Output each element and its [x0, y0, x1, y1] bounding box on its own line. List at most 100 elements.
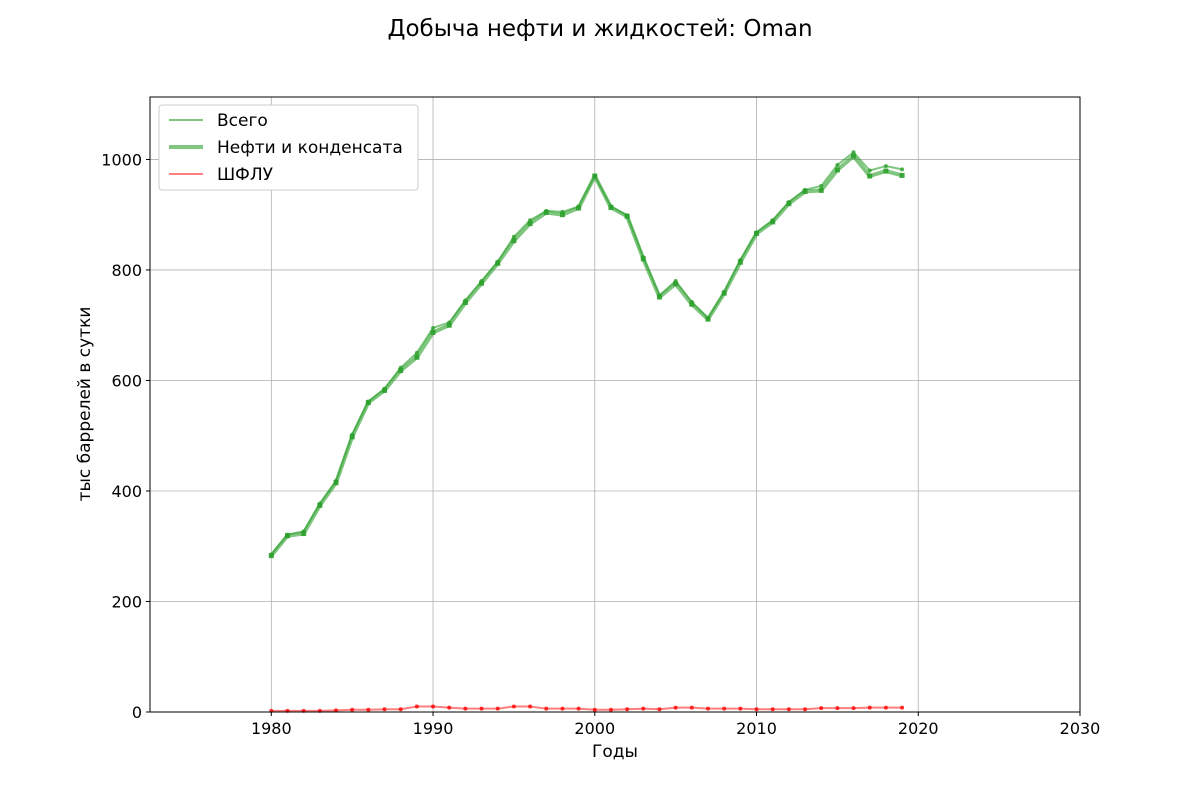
data-point: [543, 209, 549, 215]
data-point: [576, 205, 582, 211]
data-point: [528, 704, 533, 709]
data-point: [851, 150, 856, 155]
series-oil-condensate: [268, 153, 905, 559]
data-point: [495, 260, 501, 266]
series-total: [269, 150, 905, 557]
legend-box: [158, 104, 419, 191]
data-point: [673, 281, 679, 287]
data-point: [657, 707, 662, 712]
y-tick-label: 200: [111, 592, 142, 611]
data-point: [350, 707, 355, 712]
data-point: [818, 187, 824, 193]
data-point: [284, 533, 290, 539]
data-point: [786, 201, 792, 207]
data-point: [883, 164, 888, 169]
data-point: [365, 400, 371, 406]
data-point: [592, 707, 597, 712]
y-tick-label: 600: [111, 371, 142, 390]
data-point: [479, 280, 485, 286]
data-point: [834, 167, 840, 173]
x-tick-label: 1990: [413, 719, 454, 738]
data-point: [333, 480, 339, 486]
legend-label-total: Всего: [217, 111, 268, 131]
data-point: [462, 300, 468, 306]
data-point: [803, 707, 808, 712]
data-point: [625, 707, 630, 712]
data-point: [851, 706, 856, 711]
axis-ticks: 1980 1990 2000 2010 2020 2030 0 200 400 600 800 100…: [101, 150, 1100, 738]
x-tick-label: 1980: [251, 719, 292, 738]
data-point: [721, 290, 727, 296]
data-point: [786, 707, 791, 712]
data-point: [673, 705, 678, 710]
data-point: [770, 707, 775, 712]
y-axis-title: тыс баррелей в сутки: [75, 307, 95, 502]
data-point: [414, 354, 420, 360]
data-point: [431, 704, 436, 709]
data-point: [446, 322, 452, 328]
series-line-total: [270, 151, 903, 556]
data-point: [608, 205, 614, 211]
data-point: [900, 167, 905, 172]
data-point: [398, 707, 403, 712]
data-point: [527, 221, 533, 227]
data-point: [835, 706, 840, 711]
data-point: [592, 173, 598, 179]
data-point: [349, 434, 355, 440]
data-point: [899, 172, 905, 178]
data-point: [851, 153, 857, 159]
data-point: [447, 705, 452, 710]
data-point: [883, 705, 888, 710]
data-point: [883, 168, 889, 174]
data-point: [867, 173, 873, 179]
data-point: [463, 706, 468, 711]
y-tick-label: 400: [111, 482, 142, 501]
y-tick-label: 1000: [101, 150, 142, 169]
data-point: [544, 706, 549, 711]
legend: Всего Нефти и конденсата ШФЛУ: [158, 104, 419, 191]
legend-label-ngl: ШФЛУ: [217, 165, 274, 185]
y-tick-label: 800: [111, 261, 142, 280]
data-point: [317, 502, 323, 508]
data-point: [689, 705, 694, 710]
data-point: [511, 704, 516, 709]
data-point: [705, 316, 711, 322]
data-point: [641, 706, 646, 711]
series-ngl: [269, 704, 905, 713]
x-axis-title: Годы: [592, 742, 638, 762]
plot-frame: [149, 96, 1081, 713]
data-point: [738, 706, 743, 711]
data-point: [722, 706, 727, 711]
data-point: [268, 553, 274, 559]
data-point: [414, 704, 419, 709]
data-point: [770, 219, 776, 225]
data-point: [640, 256, 646, 262]
data-point: [819, 706, 824, 711]
data-point: [430, 329, 436, 335]
data-point: [706, 706, 710, 711]
series-line-ngl: [271, 705, 903, 712]
data-point: [608, 707, 613, 712]
x-tick-label: 2030: [1060, 719, 1101, 738]
data-point: [511, 238, 517, 244]
data-point: [334, 708, 338, 713]
data-point: [900, 705, 905, 710]
data-point: [835, 162, 840, 167]
data-point: [382, 707, 387, 712]
data-point: [624, 213, 630, 219]
x-tick-label: 2020: [898, 719, 939, 738]
data-point: [559, 212, 565, 218]
data-point: [656, 294, 662, 300]
data-point: [495, 706, 500, 711]
chart-title: Добыча нефти и жидкостей: Oman: [387, 16, 812, 42]
data-point: [431, 325, 436, 330]
data-point: [382, 387, 388, 393]
data-point: [366, 707, 371, 712]
data-point: [754, 230, 760, 236]
data-point: [398, 368, 404, 374]
data-point: [560, 706, 565, 711]
data-point: [301, 531, 307, 537]
data-point: [689, 301, 695, 307]
